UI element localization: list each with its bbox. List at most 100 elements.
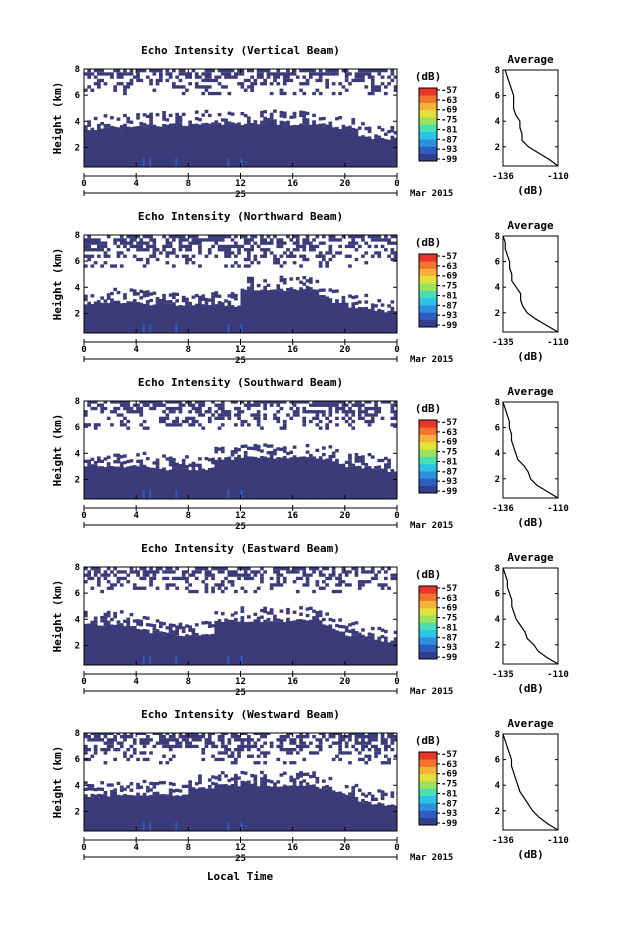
echo-cell: [364, 300, 369, 304]
average-db-tick-label: -110: [547, 504, 569, 514]
echo-cell: [292, 254, 297, 258]
echo-cell: [243, 733, 248, 735]
echo-cell: [240, 444, 245, 449]
echo-cell: [87, 787, 91, 791]
colorbar-segment: [419, 434, 437, 443]
echo-cell: [217, 586, 222, 590]
echo-cell: [276, 573, 281, 577]
echo-cell: [377, 465, 382, 469]
echo-cell: [367, 635, 372, 640]
echo-cell: [204, 621, 209, 625]
echo-cell: [87, 130, 91, 167]
echo-cell: [234, 757, 238, 762]
strong-echo-cell: [175, 158, 178, 167]
echo-cell: [292, 124, 297, 167]
echo-cell: [299, 264, 303, 268]
echo-cell: [315, 244, 320, 249]
echo-cell: [145, 300, 150, 304]
echo-cell: [282, 241, 287, 245]
echo-cell: [84, 781, 88, 785]
echo-cell: [240, 235, 245, 239]
echo-cell: [123, 735, 127, 739]
echo-cell: [273, 785, 277, 831]
echo-cell: [309, 69, 313, 73]
echo-cell: [276, 284, 281, 288]
echo-cell: [260, 576, 264, 581]
echo-cell: [289, 238, 294, 242]
echo-cell: [348, 72, 352, 76]
echo-cell: [380, 586, 385, 590]
echo-cell: [299, 287, 303, 291]
colorbar-segment: [419, 752, 437, 760]
echo-cell: [305, 410, 310, 414]
echo-cell: [315, 786, 320, 831]
echo-cell: [390, 129, 395, 133]
echo-cell: [165, 794, 170, 831]
echo-cell: [250, 621, 254, 665]
echo-cell: [328, 576, 333, 581]
echo-cell: [279, 238, 284, 242]
echo-cell: [100, 589, 104, 594]
echo-cell: [126, 401, 131, 404]
echo-cell: [100, 625, 104, 665]
echo-cell: [289, 621, 294, 665]
colorbar-tick-label: -99: [441, 155, 457, 165]
echo-cell: [338, 251, 342, 255]
echo-cell: [384, 238, 388, 242]
echo-cell: [269, 457, 274, 499]
echo-cell: [292, 445, 297, 449]
echo-cell: [390, 804, 395, 831]
echo-cell: [168, 463, 173, 467]
echo-cell: [243, 622, 248, 665]
echo-cell: [243, 248, 248, 252]
echo-cell: [227, 235, 232, 239]
echo-cell: [142, 629, 147, 665]
echo-cell: [119, 125, 124, 129]
echo-cell: [188, 423, 192, 427]
colorbar-segment: [419, 622, 437, 631]
echo-cell: [318, 241, 323, 245]
echo-cell: [185, 238, 189, 242]
echo-cell: [132, 244, 137, 249]
echo-cell: [87, 69, 91, 73]
echo-cell: [145, 623, 150, 627]
echo-cell: [145, 235, 150, 239]
echo-cell: [162, 781, 166, 785]
echo-cell: [390, 735, 395, 739]
colorbar-tick-label: -81: [441, 125, 457, 135]
colorbar-unit: (dB): [415, 70, 442, 83]
echo-cell: [341, 128, 346, 167]
echo-cell: [315, 580, 320, 584]
echo-cell: [374, 85, 378, 89]
echo-cell: [292, 241, 297, 245]
echo-cell: [348, 798, 352, 831]
echo-cell: [194, 85, 199, 89]
echo-cell: [243, 114, 248, 118]
echo-cell: [318, 254, 323, 258]
echo-cell: [348, 416, 352, 420]
echo-cell: [269, 82, 274, 86]
echo-cell: [325, 264, 329, 268]
echo-cell: [172, 795, 176, 831]
echo-cell: [273, 413, 277, 417]
echo-cell: [214, 620, 219, 665]
echo-cell: [155, 629, 160, 633]
echo-cell: [250, 276, 254, 281]
echo-cell: [354, 631, 359, 635]
echo-cell: [185, 248, 189, 252]
echo-cell: [194, 123, 199, 167]
echo-cell: [361, 135, 365, 167]
echo-cell: [181, 419, 186, 424]
echo-cell: [90, 784, 95, 788]
echo-cell: [93, 423, 98, 427]
echo-cell: [155, 113, 160, 117]
echo-cell: [201, 78, 206, 83]
echo-cell: [341, 567, 346, 571]
echo-cell: [276, 457, 281, 499]
echo-cell: [123, 626, 127, 665]
echo-cell: [230, 401, 235, 404]
echo-cell: [237, 410, 241, 414]
echo-cell: [250, 403, 254, 407]
echo-cell: [178, 69, 183, 73]
echo-cell: [234, 401, 238, 404]
